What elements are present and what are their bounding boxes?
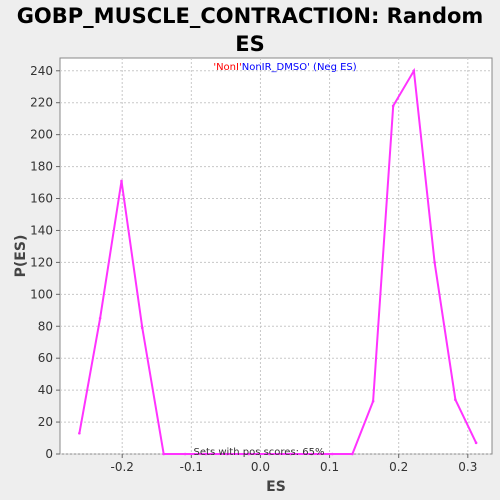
chart-title-line-1: GOBP_MUSCLE_CONTRACTION: Random ES — [16, 4, 484, 56]
data-point — [120, 179, 123, 183]
y-tick-label: 220 — [30, 96, 53, 110]
plot-area — [59, 57, 493, 455]
data-point — [474, 441, 478, 445]
data-point — [78, 431, 81, 435]
y-axis-label: P(ES) — [13, 235, 29, 278]
y-tick-label: 60 — [38, 351, 53, 365]
data-point — [391, 104, 395, 108]
data-point — [454, 398, 457, 402]
y-tick-label: 160 — [30, 192, 53, 206]
data-point — [268, 452, 271, 456]
y-tick-label: 80 — [38, 319, 53, 333]
x-tick-label: 0.1 — [320, 460, 339, 474]
y-tick-label: 140 — [30, 223, 53, 237]
grid-layer — [60, 58, 492, 455]
y-tick-label: 180 — [30, 160, 53, 174]
legend-part-2: NonIR_DMSO' — [242, 62, 310, 73]
legend-part-1: 'NonI' — [213, 62, 241, 73]
y-tick-label: 120 — [30, 255, 53, 269]
data-point — [289, 452, 293, 456]
y-tick-label: 0 — [45, 447, 53, 461]
axes-layer: -0.2 -0.1 0.0 0.1 0.2 0.3 0 20 40 60 80 100 120 140 16… — [30, 64, 477, 474]
y-tick-label: 20 — [38, 415, 53, 429]
x-tick-label: 0.3 — [458, 460, 477, 474]
data-point — [98, 316, 102, 320]
y-tick-label: 240 — [30, 64, 53, 78]
legend-text: 'NonI'NonIR_DMSO' (Neg ES) — [213, 62, 356, 73]
legend-part-3: (Neg ES) — [310, 62, 357, 73]
data-point — [371, 400, 375, 403]
data-point — [331, 452, 334, 456]
data-point — [247, 452, 250, 456]
data-point — [162, 452, 165, 456]
data-point — [433, 261, 436, 264]
data-point — [140, 326, 144, 330]
data-point — [310, 452, 313, 456]
data-point — [204, 452, 208, 456]
data-point — [183, 452, 187, 456]
y-tick-label: 40 — [38, 383, 53, 397]
x-tick-label: 0.2 — [389, 460, 408, 474]
pos-score-annotation: Sets with pos scores: 65% — [194, 447, 325, 458]
x-tick-label: -0.2 — [110, 460, 133, 474]
series-layer — [78, 67, 478, 456]
data-point — [412, 69, 416, 73]
data-point — [351, 452, 354, 456]
x-tick-label: 0.0 — [251, 460, 270, 474]
y-tick-label: 200 — [30, 128, 53, 142]
series-line — [78, 67, 478, 455]
x-axis-label: ES — [266, 479, 286, 495]
x-tick-label: -0.1 — [180, 460, 203, 474]
data-point — [225, 452, 229, 456]
y-tick-label: 100 — [30, 287, 53, 301]
